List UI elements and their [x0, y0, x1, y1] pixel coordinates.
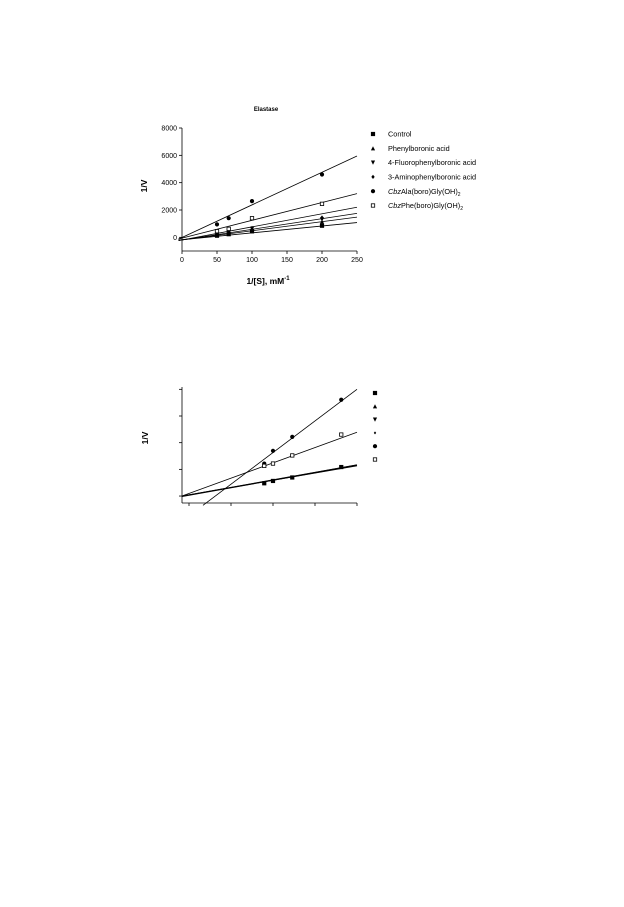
fit-line-3 — [178, 206, 358, 242]
data-point-5-1 — [226, 226, 231, 231]
legend-marker-2 — [370, 160, 376, 165]
y-tick-label: 6000 — [161, 153, 177, 160]
data-point-2-0-1 — [270, 478, 276, 484]
legend-entry-1: Phenylboronic acid — [388, 144, 450, 153]
x-axis-2 — [182, 502, 358, 506]
data-point-2-1-3 — [339, 397, 344, 402]
legend-marker-5 — [370, 203, 376, 208]
data-point-0-3 — [319, 223, 325, 228]
data-point-4-2 — [249, 199, 255, 204]
fit-line-2-5 — [181, 431, 358, 497]
legend-2 — [372, 390, 378, 462]
y-axis-label-2: 1/V — [140, 431, 150, 444]
legend-marker-4 — [370, 189, 376, 194]
legend-entry-4: CbzAla(boro)Gly(OH)2 — [388, 187, 461, 198]
legend-marker-2-0 — [372, 390, 378, 396]
data-point-2-0-0 — [262, 481, 267, 486]
x-tick-label: 0 — [180, 257, 184, 264]
legend-marker-2-1 — [372, 404, 378, 409]
legend-marker-0 — [370, 131, 376, 137]
fit-line-2 — [178, 213, 358, 241]
legend: Control Phenylboronic acid 4-Fluorophenylb… — [370, 130, 476, 212]
data-point-4-3 — [319, 172, 325, 177]
y-axis: 0 2000 4000 6000 8000 — [161, 126, 183, 251]
y-tick-label: 4000 — [161, 180, 177, 187]
fit-line-1 — [178, 216, 358, 241]
fit-line-2-3 — [181, 464, 358, 497]
y-axis-label: 1/V — [139, 179, 149, 192]
data-point-3-2 — [250, 225, 254, 231]
y-tick-label: 8000 — [161, 126, 177, 133]
data-point-2-2-1 — [270, 461, 276, 466]
data-point-2-1-1 — [270, 448, 276, 453]
x-tick-label: 100 — [246, 257, 258, 264]
legend-marker-2-2 — [372, 417, 378, 422]
data-point-5-0 — [214, 229, 220, 234]
data-point-4-1 — [226, 216, 231, 221]
data-point-5-3 — [319, 201, 325, 206]
data-point-3-3 — [320, 215, 324, 220]
x-tick-label: 150 — [281, 257, 293, 264]
legend-entry-2: 4-Fluorophenylboronic acid — [388, 158, 476, 167]
x-axis-label: 1/[S], mM-1 — [246, 276, 290, 286]
legend-entry-3: 3-Aminophenylboronic acid — [388, 173, 476, 182]
fit-line-0 — [178, 222, 358, 241]
data-point-2-0-3 — [339, 464, 344, 470]
data-point-2-2-0 — [262, 463, 267, 468]
x-tick-label: 250 — [351, 257, 363, 264]
data-point-2-0-2 — [290, 475, 295, 480]
fit-line-5 — [178, 193, 358, 240]
y-axis-2 — [179, 387, 183, 503]
data-point-4-0 — [214, 222, 220, 227]
data-point-5-2 — [249, 216, 255, 221]
legend-marker-2-3 — [373, 431, 377, 435]
legend-marker-2-4 — [372, 444, 378, 449]
fit-line-4 — [178, 155, 358, 240]
chart-title: Elastase — [254, 107, 279, 113]
data-point-2-2-3 — [339, 432, 344, 437]
x-tick-label: 200 — [316, 257, 328, 264]
data-point-2-2-2 — [290, 453, 295, 458]
plot-area-2 — [181, 389, 358, 506]
y-tick-label: 0 — [173, 235, 177, 242]
x-axis: 0 50 100 150 200 250 — [180, 250, 363, 264]
legend-marker-3 — [371, 174, 375, 179]
data-point-2-1-2 — [290, 434, 295, 439]
y-tick-label: 2000 — [161, 208, 177, 215]
legend-marker-2-5 — [372, 457, 378, 462]
legend-marker-1 — [370, 146, 376, 151]
legend-entry-5: CbzPhe(boro)Gly(OH)2 — [388, 201, 463, 212]
x-tick-label: 50 — [213, 257, 221, 264]
fit-line-2-4 — [202, 389, 358, 506]
legend-entry-0: Control — [388, 130, 412, 139]
plot-area — [178, 155, 358, 242]
